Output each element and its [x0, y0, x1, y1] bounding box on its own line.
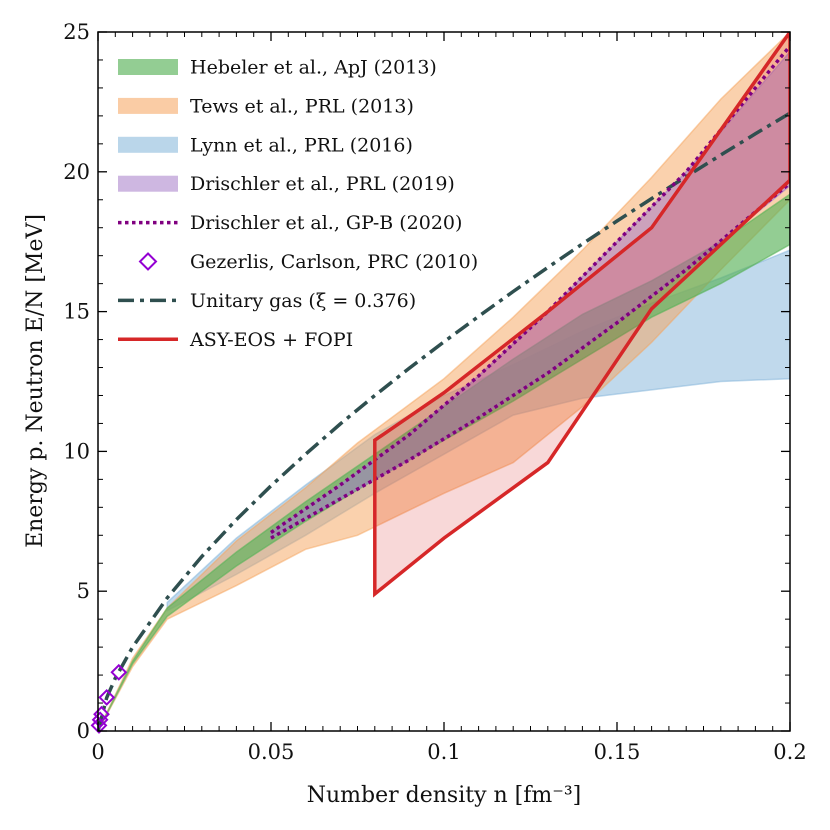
- x-axis-label: Number density n [fm⁻³]: [307, 783, 582, 808]
- series-layer: [98, 32, 790, 731]
- band-drischler-2019: [270, 50, 790, 540]
- line-drischler-2020-lower: [270, 181, 790, 540]
- legend-swatch: [118, 97, 178, 114]
- region-asy-eos-outline: [373, 32, 790, 598]
- region-asy-eos-fill: [374, 32, 790, 594]
- x-tick-label: 0.15: [594, 740, 641, 764]
- marker-layer: [90, 663, 128, 734]
- legend-label: Unitary gas (ξ = 0.376): [190, 290, 416, 312]
- band-hebeler-2013: [98, 193, 790, 731]
- legend-swatch: [118, 175, 178, 192]
- x-tick-label: 0: [91, 740, 104, 764]
- y-tick-label: 20: [63, 160, 90, 184]
- x-tick-label: 0.1: [427, 740, 460, 764]
- y-tick-label: 0: [77, 719, 90, 743]
- marker-gezerlis-point: [98, 688, 116, 706]
- y-tick-label: 15: [63, 300, 90, 324]
- legend-label: Drischler et al., GP-B (2020): [190, 212, 462, 234]
- marker-gezerlis-point: [110, 663, 128, 681]
- legend-label: Tews et al., PRL (2013): [190, 95, 414, 117]
- legend-label: ASY-EOS + FOPI: [189, 329, 353, 351]
- line-unitary-gas: [98, 111, 790, 731]
- x-tick-label: 0.2: [773, 740, 806, 764]
- legend-label: Lynn et al., PRL (2016): [190, 134, 413, 156]
- legend-label: Drischler et al., PRL (2019): [190, 173, 455, 195]
- legend-label: Gezerlis, Carlson, PRC (2010): [190, 251, 478, 273]
- x-tick-label: 0.05: [248, 740, 295, 764]
- legend-swatch: [118, 136, 178, 153]
- y-tick-label: 25: [63, 20, 90, 44]
- legend: Hebeler et al., ApJ (2013) Tews et al., P…: [118, 57, 478, 351]
- tick-layer: 0 0.05 0.1 0.15 0.2 0 5 10 15 20 25: [63, 20, 806, 764]
- legend-label: Hebeler et al., ApJ (2013): [190, 57, 437, 79]
- y-tick-label: 10: [63, 439, 90, 463]
- marker-gezerlis-point: [93, 705, 110, 723]
- y-axis-label: Energy p. Neutron E/N [MeV]: [23, 214, 48, 548]
- band-tews-2013: [98, 32, 790, 731]
- legend-swatch: [138, 252, 158, 271]
- legend-swatch: [118, 59, 178, 75]
- y-tick-label: 5: [77, 579, 90, 603]
- line-drischler-2020-upper: [270, 44, 790, 534]
